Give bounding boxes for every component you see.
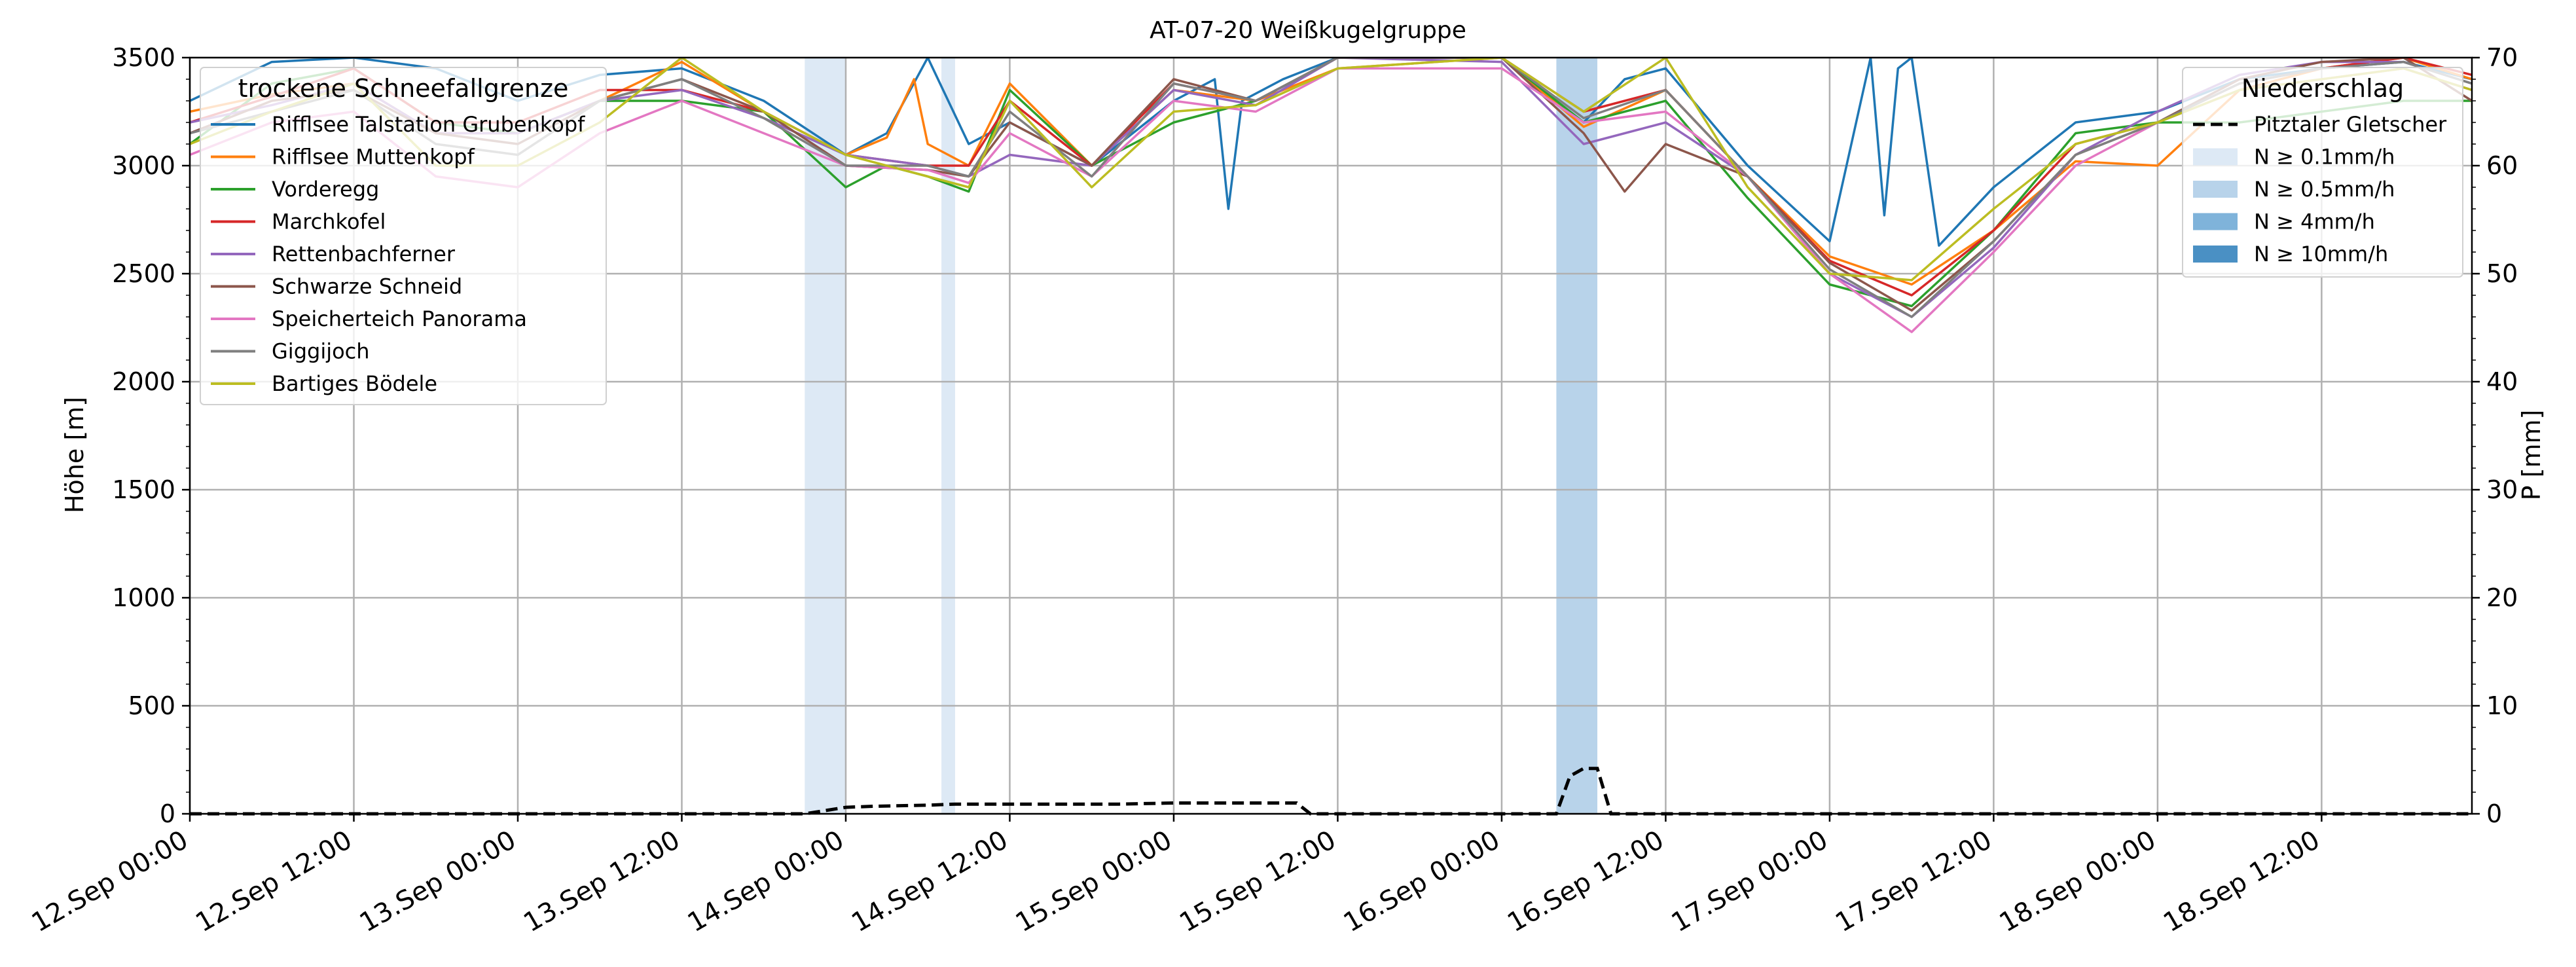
legend-snowfall-label: Giggijoch (272, 339, 370, 364)
y2-tick-label: 10 (2486, 691, 2518, 720)
y-tick-label: 1000 (112, 583, 175, 612)
legend-precipitation-swatch (2193, 148, 2238, 166)
legend-precipitation-swatch (2193, 246, 2238, 263)
x-tick-label: 12.Sep 00:00 (27, 825, 193, 938)
plot-frame (189, 56, 2473, 815)
legend-snowfall-label: Speicherteich Panorama (272, 306, 527, 331)
y-tick-label: 2500 (112, 259, 175, 288)
legend-snowfall-label: Rifflsee Talstation Grubenkopf (272, 112, 585, 137)
precipitation-bands (805, 58, 1598, 814)
legend-precipitation-label: N ≥ 4mm/h (2254, 210, 2375, 234)
precipitation-series-line (190, 767, 2472, 816)
legend-snowfall: trockene Schneefallgrenze Rifflsee Talst… (200, 67, 607, 405)
x-tick-label: 15.Sep 00:00 (1011, 825, 1177, 938)
legend-precipitation-label: N ≥ 0.5mm/h (2254, 177, 2395, 202)
y2-tick-label: 70 (2486, 43, 2518, 72)
x-tick-label: 14.Sep 12:00 (846, 825, 1013, 938)
y2-tick-label: 20 (2486, 583, 2518, 612)
legend-snowfall-label: Bartiges Bödele (272, 371, 437, 396)
precipitation-band (1556, 58, 1598, 814)
legend-snowfall-box (200, 67, 607, 405)
y-tick-label: 0 (160, 799, 175, 828)
y-tick-label: 500 (128, 691, 175, 720)
legend-snowfall-title: trockene Schneefallgrenze (238, 74, 569, 103)
x-tick-label: 17.Sep 00:00 (1667, 825, 1833, 938)
y-tick-label: 2000 (112, 367, 175, 396)
x-tick-label: 13.Sep 00:00 (355, 825, 521, 938)
legend-precipitation-label: Pitztaler Gletscher (2254, 112, 2447, 137)
x-tick-label: 13.Sep 12:00 (518, 825, 685, 938)
legend-precipitation-swatch (2193, 181, 2238, 198)
legend-precipitation: Niederschlag Pitztaler Gletscher N ≥ 0.1m… (2182, 67, 2463, 278)
chart-title: AT-07-20 Weißkugelgruppe (1150, 17, 1466, 44)
y2-tick-label: 50 (2486, 259, 2518, 288)
y2-tick-label: 0 (2486, 799, 2502, 828)
y2-tick-label: 30 (2486, 475, 2518, 504)
series-line (190, 58, 2472, 247)
legend-snowfall-label: Marchkofel (272, 210, 386, 234)
precipitation-band (805, 58, 846, 814)
y-tick-label: 3000 (112, 151, 175, 180)
legend-precipitation-box (2182, 67, 2463, 278)
x-tick-label: 17.Sep 12:00 (1830, 825, 1997, 938)
legend-precipitation-label: N ≥ 0.1mm/h (2254, 145, 2395, 170)
legend-precipitation-label: N ≥ 10mm/h (2254, 242, 2388, 266)
legend-snowfall-label: Vorderegg (272, 177, 379, 202)
y-tick-label: 3500 (112, 43, 175, 72)
y-tick-label: 1500 (112, 475, 175, 504)
legend-snowfall-label: Rettenbachferner (272, 242, 456, 266)
precipitation-band (941, 58, 955, 814)
legend-snowfall-label: Rifflsee Muttenkopf (272, 145, 475, 170)
x-tick-label: 14.Sep 00:00 (683, 825, 849, 938)
precipitation-line (190, 767, 2472, 816)
x-tick-label: 15.Sep 12:00 (1174, 825, 1341, 938)
x-tick-label: 18.Sep 12:00 (2158, 825, 2325, 938)
legend-snowfall-label: Schwarze Schneid (272, 274, 462, 299)
x-tick-label: 16.Sep 12:00 (1502, 825, 1669, 938)
y2-tick-label: 60 (2486, 151, 2518, 180)
y2-axis-label: P [mm] (2517, 410, 2546, 501)
x-tick-label: 18.Sep 00:00 (1995, 825, 2161, 938)
x-tick-label: 16.Sep 00:00 (1339, 825, 1505, 938)
y2-tick-label: 40 (2486, 367, 2518, 396)
legend-precipitation-swatch (2193, 213, 2238, 230)
x-tick-label: 12.Sep 12:00 (190, 825, 357, 938)
legend-precipitation-title: Niederschlag (2241, 74, 2404, 103)
y-axis-label: Höhe [m] (60, 397, 89, 513)
